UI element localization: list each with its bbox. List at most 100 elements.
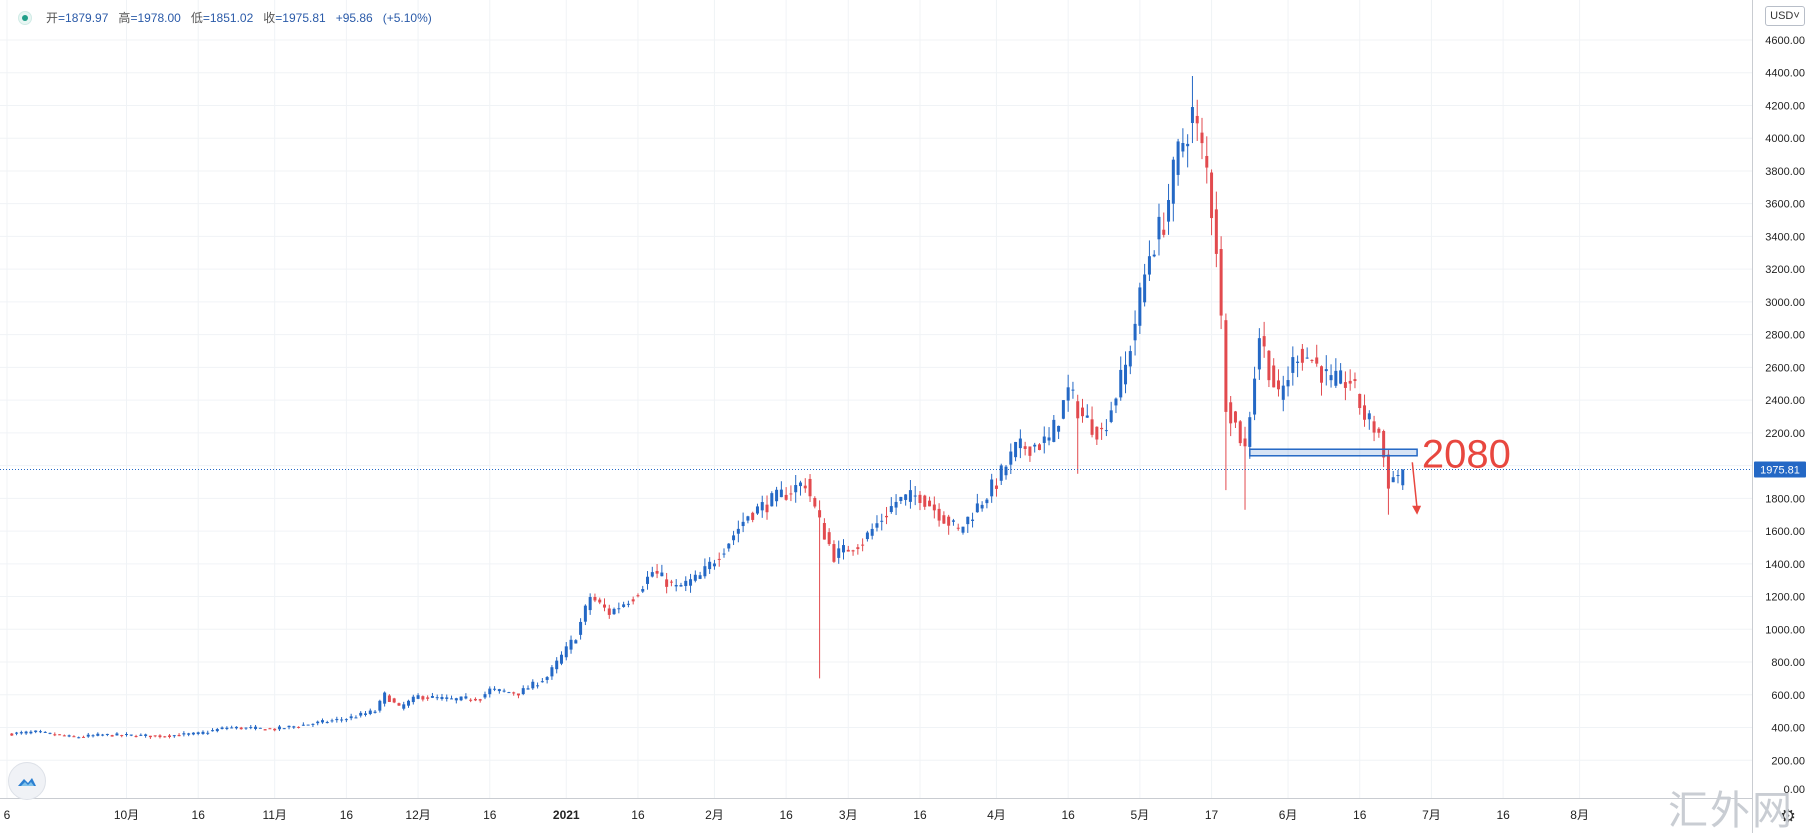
candle-body — [1267, 350, 1271, 381]
candle-down — [665, 572, 669, 594]
candle-up — [29, 730, 33, 735]
x-tick-label: 2021 — [553, 808, 580, 822]
candle-body — [172, 735, 176, 737]
candle-body — [344, 719, 348, 721]
candle-body — [631, 599, 635, 602]
currency-dropdown[interactable]: USD ˅ — [1765, 6, 1805, 26]
candle-up — [732, 530, 736, 546]
candle-down — [1210, 169, 1214, 236]
candle-body — [206, 732, 210, 734]
candle-body — [287, 725, 291, 728]
candle-body — [1281, 385, 1285, 400]
candle-up — [559, 651, 563, 666]
candle-body — [1181, 143, 1185, 152]
x-tick-label: 11月 — [262, 808, 286, 822]
candle-down — [918, 491, 922, 511]
candle-body — [1214, 209, 1218, 254]
candle-body — [751, 512, 755, 520]
candle-body — [607, 608, 611, 615]
candle-down — [765, 495, 769, 520]
candle-body — [870, 528, 874, 536]
candle-body — [1100, 427, 1104, 430]
candle-body — [717, 558, 721, 560]
x-tick-label: 6月 — [1279, 808, 1298, 822]
watermark-logo: 汇外网 — [1668, 788, 1794, 834]
candle-body — [292, 726, 296, 728]
candle-down — [994, 478, 998, 497]
candle-up — [330, 718, 334, 723]
candle-up — [320, 718, 324, 724]
candle-body — [693, 574, 697, 581]
candle-body — [86, 734, 90, 737]
candle-body — [1014, 441, 1018, 458]
candle-body — [220, 727, 224, 730]
x-tick-label: 16 — [1353, 808, 1367, 822]
y-tick-label: 3000.00 — [1765, 297, 1805, 309]
candle-body — [368, 710, 372, 714]
candle-body — [96, 733, 100, 736]
x-tick-label: 16 — [631, 808, 645, 822]
candle-down — [148, 735, 152, 739]
candle-body — [196, 732, 200, 734]
candle-body — [1061, 400, 1065, 419]
candle-down — [392, 697, 396, 704]
candle-up — [316, 720, 320, 726]
candle-body — [1176, 141, 1180, 175]
candle-up — [1186, 134, 1190, 168]
candle-body — [583, 605, 587, 622]
candle-down — [1095, 426, 1099, 446]
y-axis[interactable]: 200.00 400.00 600.00 800.00 1000.00 1200.00 14… — [1752, 0, 1818, 833]
candle-body — [865, 532, 869, 540]
candle-body — [105, 733, 109, 735]
gear-icon[interactable]: ⚙ — [1779, 806, 1797, 826]
candle-up — [258, 727, 262, 729]
candle-body — [1023, 446, 1027, 449]
last-price-label: 1975.81 — [1760, 465, 1800, 477]
candle-body — [450, 698, 454, 700]
candle-up — [736, 520, 740, 543]
symbol-status-icon[interactable] — [18, 10, 32, 25]
x-axis[interactable]: 6 10月 16 11月 16 12月 16 2021 16 2月 16 3月 16 4月 16 5月 17 6月… — [0, 798, 1752, 833]
candle-body — [1372, 421, 1376, 433]
candle-up — [435, 694, 439, 701]
candle-body — [698, 575, 702, 579]
y-tick-label: 1800.00 — [1765, 493, 1805, 505]
candle-down — [832, 540, 836, 563]
candle-down — [163, 735, 167, 738]
candle-body — [335, 718, 339, 721]
y-tick-label: 3400.00 — [1765, 231, 1805, 243]
candle-down — [512, 691, 516, 696]
y-tick-label: 4000.00 — [1765, 133, 1805, 145]
candle-body — [923, 495, 927, 507]
tradingview-logo[interactable] — [8, 762, 46, 800]
candle-up — [206, 730, 210, 736]
candle-up — [550, 665, 554, 680]
x-tick-label: 3月 — [839, 808, 858, 822]
candle-body — [798, 482, 802, 487]
candle-body — [1224, 320, 1228, 412]
candle-body — [1391, 477, 1395, 483]
candle-down — [72, 735, 76, 738]
candle-body — [144, 734, 148, 736]
chevron-down-icon: ˅ — [1793, 10, 1800, 22]
candle-body — [1071, 389, 1075, 391]
candle-up — [1042, 426, 1046, 454]
candle-body — [430, 696, 434, 698]
candle-up — [641, 585, 645, 594]
candle-up — [1396, 469, 1400, 484]
candle-body — [72, 736, 76, 738]
candle-up — [493, 686, 497, 692]
candle-up — [459, 696, 463, 702]
x-tick-label: 16 — [192, 808, 206, 822]
candle-down — [1315, 344, 1319, 367]
candle-up — [889, 497, 893, 514]
candle-body — [975, 503, 979, 513]
candle-up — [201, 730, 205, 735]
candle-up — [1181, 128, 1185, 158]
candle-down — [158, 734, 162, 739]
candle-body — [1300, 348, 1304, 363]
candle-down — [751, 511, 755, 523]
candle-up — [1281, 375, 1285, 412]
